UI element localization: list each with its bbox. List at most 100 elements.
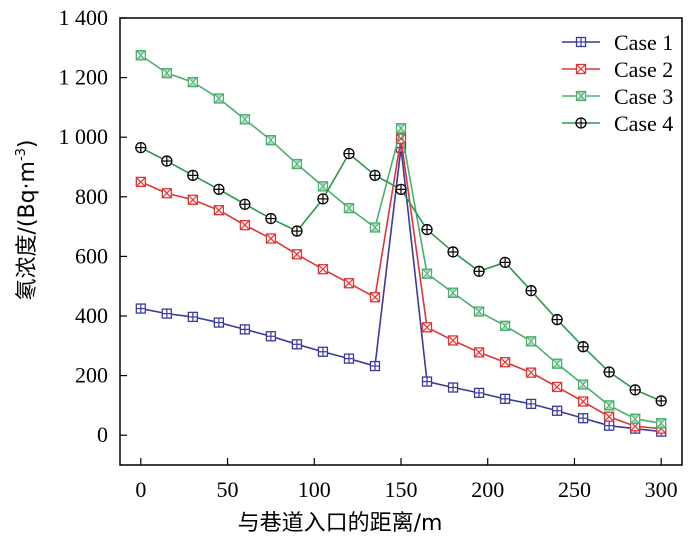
point-stroke [578, 396, 589, 407]
data-point [265, 212, 277, 225]
point-stroke [448, 335, 458, 346]
point-stroke [318, 264, 328, 275]
data-point [135, 176, 146, 188]
x-tick-label: 250 [558, 477, 591, 502]
y-tick-label: 400 [75, 303, 108, 328]
point-stroke [239, 220, 250, 231]
point-stroke [422, 322, 432, 333]
data-point [369, 222, 381, 233]
data-point [421, 223, 433, 236]
legend-item: Case 1 [562, 30, 673, 55]
x-tick-label: 50 [217, 477, 239, 502]
x-tick-label: 150 [385, 477, 418, 502]
point-stroke [187, 77, 199, 88]
point-stroke [395, 123, 407, 134]
data-point [421, 376, 433, 387]
point-stroke [447, 287, 459, 298]
data-point [265, 331, 277, 342]
data-point [161, 155, 173, 167]
point-stroke [552, 381, 563, 392]
data-point [317, 346, 329, 357]
data-point [343, 278, 355, 289]
series-2 [135, 133, 667, 434]
data-point [317, 181, 329, 192]
data-point [291, 339, 303, 350]
point-stroke [474, 347, 484, 358]
data-point [551, 358, 563, 369]
data-point [603, 400, 615, 411]
data-point [603, 420, 615, 431]
y-axis-label-sup: -3 [14, 148, 29, 161]
data-point [551, 405, 563, 416]
y-axis-label: 氡浓度/(Bq·m-3) [14, 139, 40, 300]
data-point [473, 387, 485, 399]
x-axis-label: 与巷道入口的距离/m [238, 511, 443, 536]
data-point [499, 357, 511, 368]
point-stroke [213, 205, 224, 216]
legend-label: Case 3 [614, 84, 673, 109]
data-point [239, 219, 251, 231]
y-tick-label: 1 000 [59, 124, 109, 149]
data-point [603, 366, 615, 378]
point-stroke [604, 411, 615, 422]
data-point [551, 313, 563, 326]
data-point [317, 264, 329, 275]
data-point [369, 292, 381, 303]
data-point [135, 141, 147, 154]
data-point [213, 205, 225, 216]
point-stroke [317, 181, 329, 192]
data-point [317, 193, 329, 205]
point-stroke [187, 194, 198, 205]
point-stroke [603, 400, 615, 411]
point-stroke [343, 203, 355, 214]
data-point [577, 396, 589, 407]
point-stroke [473, 306, 485, 317]
data-point [187, 194, 199, 205]
data-point [239, 198, 251, 210]
data-point [291, 225, 303, 237]
data-point [343, 147, 355, 160]
data-point [655, 418, 667, 429]
data-point [551, 381, 563, 393]
data-point [187, 311, 199, 323]
y-tick-label: 1 200 [59, 65, 109, 90]
x-tick-label: 300 [645, 477, 678, 502]
y-tick-label: 200 [75, 363, 108, 388]
y-tick-label: 1 400 [59, 5, 109, 30]
x-tick-label: 200 [471, 477, 504, 502]
point-stroke [292, 249, 302, 260]
data-point [421, 322, 433, 333]
point-stroke [161, 68, 173, 79]
point-stroke [161, 188, 172, 199]
data-point [213, 93, 225, 104]
series-1 [135, 142, 667, 437]
data-point [369, 360, 381, 372]
point-stroke [499, 320, 511, 331]
data-point [499, 393, 511, 404]
data-point [369, 169, 381, 181]
data-point [575, 63, 587, 75]
series-3 [135, 50, 667, 429]
data-point [291, 249, 303, 260]
point-stroke [265, 233, 276, 244]
data-point [499, 320, 511, 331]
point-stroke [344, 278, 354, 289]
point-stroke [526, 367, 537, 378]
data-point [603, 411, 615, 422]
data-point [473, 265, 485, 277]
data-point [265, 233, 277, 244]
point-stroke [265, 135, 277, 146]
series-4 [135, 141, 667, 407]
data-point [525, 367, 537, 378]
point-stroke [551, 358, 563, 369]
data-point [629, 384, 641, 396]
data-point [447, 246, 459, 258]
data-point [525, 336, 537, 347]
point-stroke [575, 91, 587, 101]
x-tick-label: 100 [298, 477, 331, 502]
data-point [343, 202, 355, 214]
series-layer [135, 50, 667, 437]
data-point [291, 158, 303, 170]
data-point [447, 382, 459, 393]
data-point [473, 306, 485, 317]
